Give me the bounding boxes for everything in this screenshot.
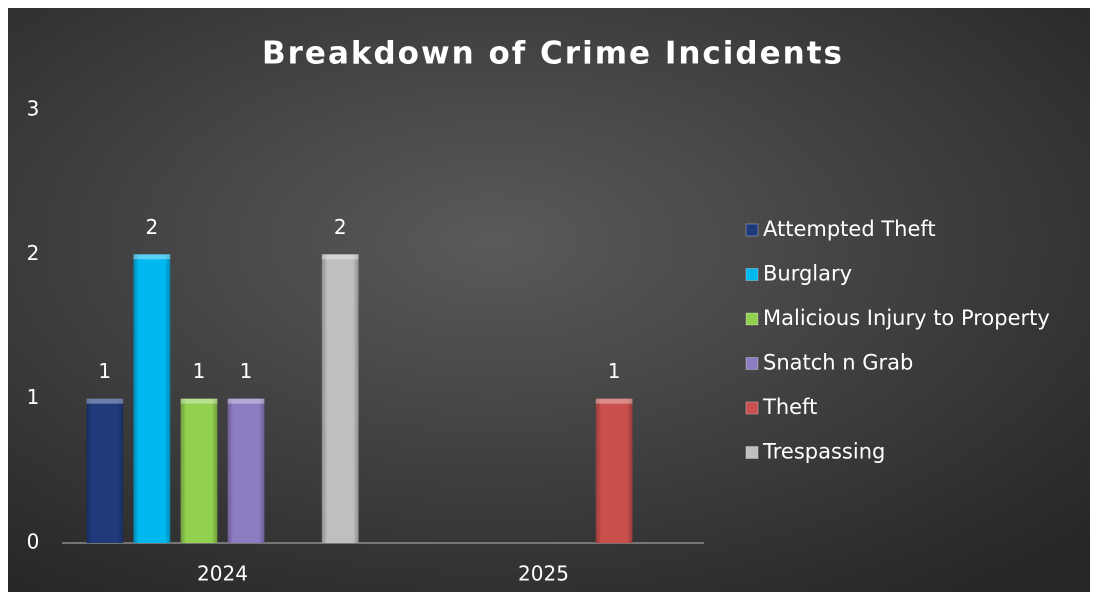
bar-shade [180,398,218,543]
bar-shade [227,398,265,543]
legend-label: Malicious Injury to Property [763,306,1050,330]
legend-label: Theft [762,395,817,419]
legend-marker [745,223,759,237]
bar-shade [595,398,633,543]
data-label: 1 [608,359,621,383]
bar-shade [133,254,171,544]
bar-shade [86,398,124,543]
legend-label: Trespassing [762,440,885,464]
bar-bevel [227,398,265,404]
legend-marker [745,401,759,415]
data-label: 2 [334,215,347,239]
y-tick-label: 3 [27,97,40,121]
legend-marker [745,268,759,281]
data-label: 1 [240,359,253,383]
x-tick-label: 2024 [197,562,248,586]
data-label: 2 [146,215,159,239]
chart-background [8,8,1090,592]
bar-bevel [86,398,124,404]
bar-shade [321,254,359,544]
legend-label: Burglary [763,262,852,286]
bar-bevel [180,398,218,404]
chart-title: Breakdown of Crime Incidents [262,36,844,72]
bar-bevel [595,398,633,404]
y-tick-label: 2 [27,241,40,265]
legend-marker [745,446,759,459]
data-label: 1 [98,359,111,383]
x-tick-label: 2025 [518,562,569,586]
y-tick-label: 1 [27,385,40,409]
y-tick-label: 0 [27,530,40,554]
bar-bevel [133,254,171,260]
data-label: 1 [193,359,206,383]
legend-marker [745,312,759,326]
legend-label: Snatch n Grab [763,351,913,375]
legend-marker [745,357,759,370]
bar-bevel [321,254,359,260]
legend-label: Attempted Theft [763,217,936,241]
